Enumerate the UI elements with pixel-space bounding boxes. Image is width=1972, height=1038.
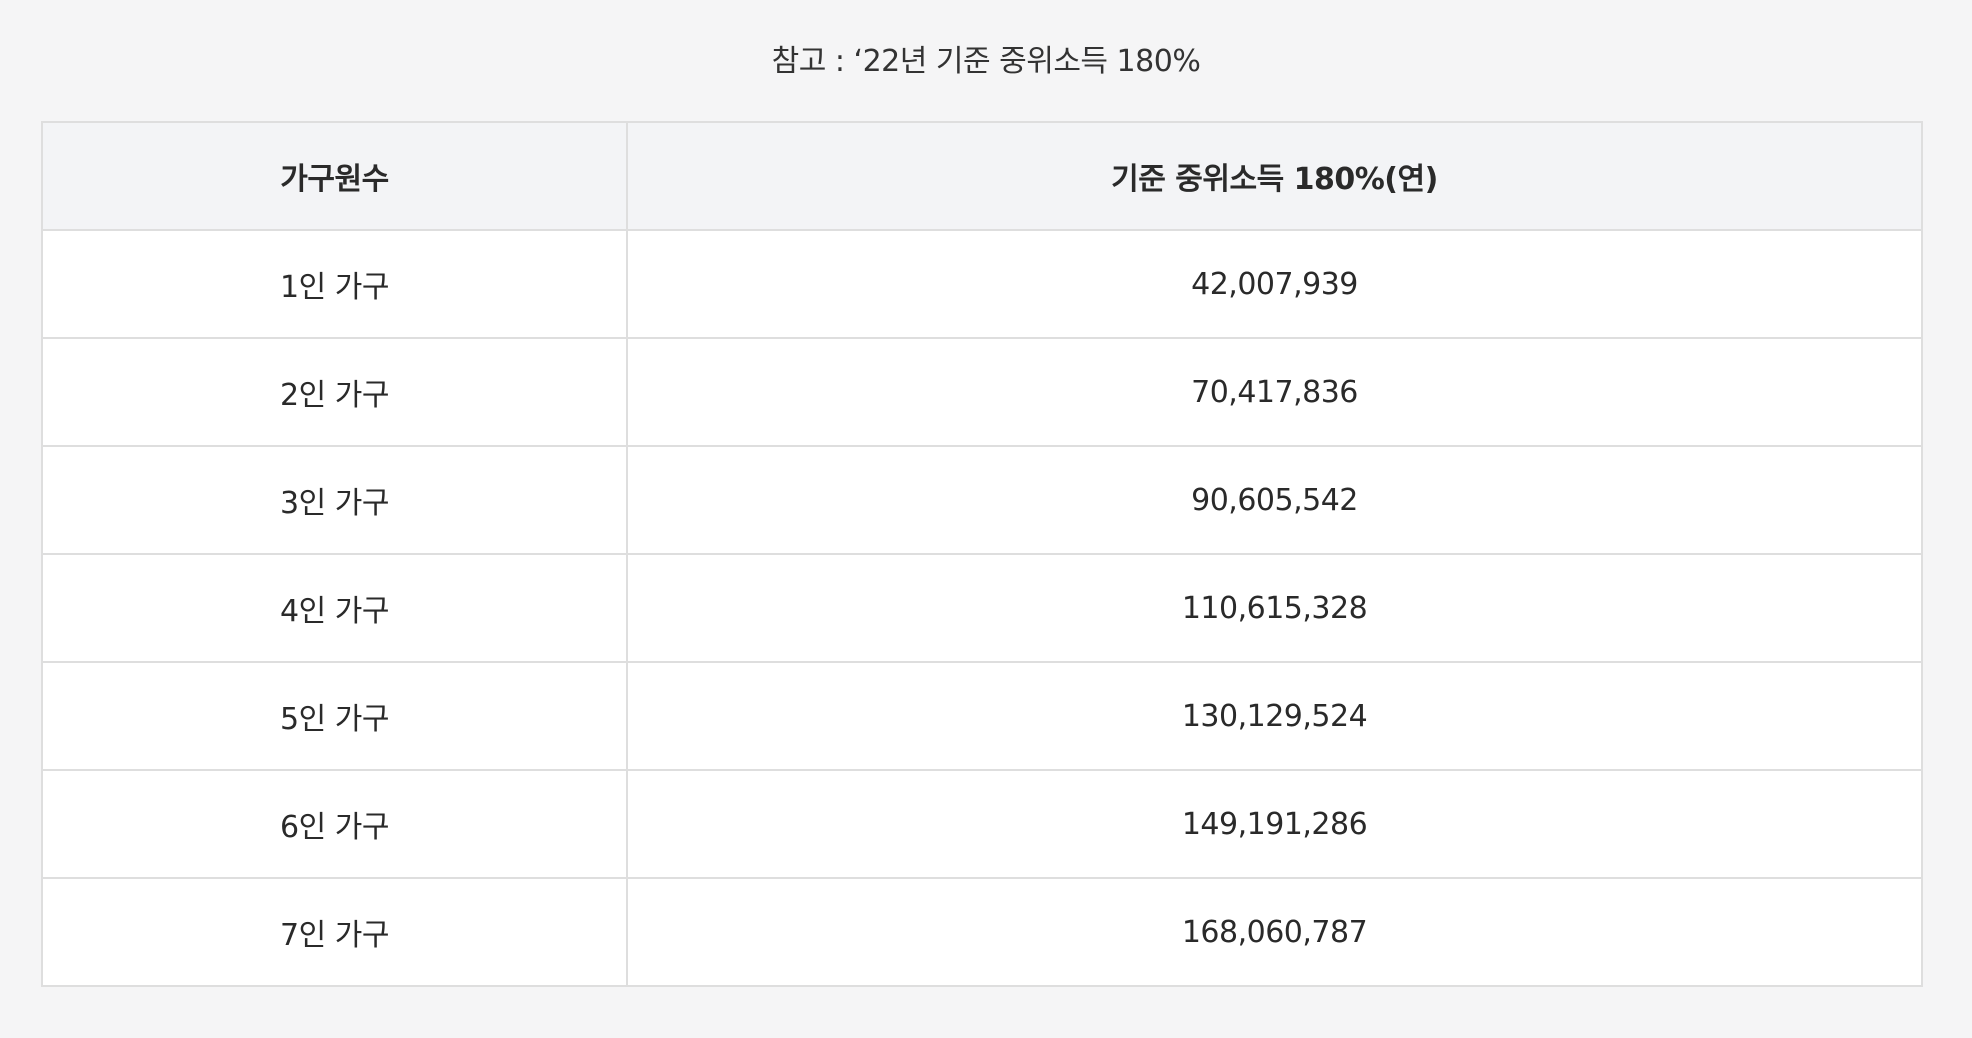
- income-cell: 168,060,787: [626, 877, 1923, 987]
- income-table-container: 가구원수 기준 중위소득 180%(연) 1인 가구 42,007,939 2인…: [41, 121, 1923, 987]
- table-body: 1인 가구 42,007,939 2인 가구 70,417,836 3인 가구 …: [41, 229, 1923, 987]
- income-cell: 70,417,836: [626, 337, 1923, 447]
- table-caption: 참고 : ‘22년 기준 중위소득 180%: [771, 44, 1201, 79]
- table-row: 2인 가구 70,417,836: [41, 337, 1923, 447]
- household-cell: 4인 가구: [41, 553, 628, 663]
- table-row: 3인 가구 90,605,542: [41, 445, 1923, 555]
- household-cell: 1인 가구: [41, 229, 628, 339]
- table-header: 가구원수 기준 중위소득 180%(연): [41, 121, 1923, 231]
- table-row: 7인 가구 168,060,787: [41, 877, 1923, 987]
- household-cell: 6인 가구: [41, 769, 628, 879]
- income-cell: 42,007,939: [626, 229, 1923, 339]
- table-row: 5인 가구 130,129,524: [41, 661, 1923, 771]
- household-cell: 5인 가구: [41, 661, 628, 771]
- table-header-row: 가구원수 기준 중위소득 180%(연): [41, 121, 1923, 231]
- household-cell: 7인 가구: [41, 877, 628, 987]
- header-household-size: 가구원수: [41, 121, 628, 231]
- income-cell: 149,191,286: [626, 769, 1923, 879]
- income-cell: 90,605,542: [626, 445, 1923, 555]
- table-row: 4인 가구 110,615,328: [41, 553, 1923, 663]
- header-median-income: 기준 중위소득 180%(연): [626, 121, 1923, 231]
- table-row: 1인 가구 42,007,939: [41, 229, 1923, 339]
- income-cell: 110,615,328: [626, 553, 1923, 663]
- household-cell: 3인 가구: [41, 445, 628, 555]
- table-row: 6인 가구 149,191,286: [41, 769, 1923, 879]
- median-income-table: 가구원수 기준 중위소득 180%(연) 1인 가구 42,007,939 2인…: [41, 121, 1923, 987]
- household-cell: 2인 가구: [41, 337, 628, 447]
- income-cell: 130,129,524: [626, 661, 1923, 771]
